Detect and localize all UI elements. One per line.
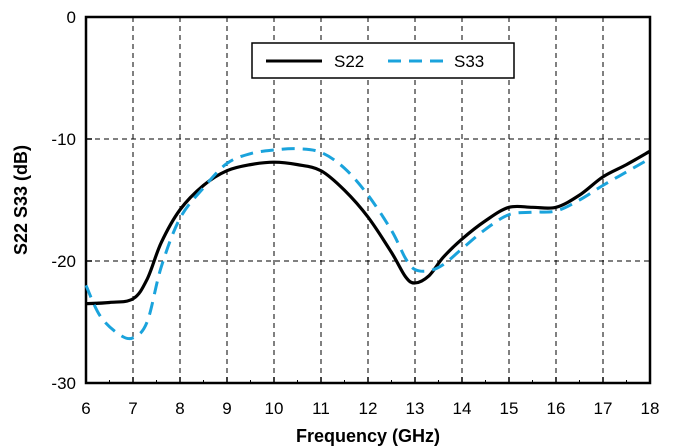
x-tick-label: 14 bbox=[453, 399, 472, 418]
x-tick-label: 10 bbox=[265, 399, 284, 418]
x-tick-label: 18 bbox=[641, 399, 660, 418]
x-tick-label: 9 bbox=[222, 399, 231, 418]
y-axis-title: S22 S33 (dB) bbox=[11, 145, 31, 255]
series-line-s22 bbox=[85, 149, 651, 306]
y-tick-label: -20 bbox=[51, 252, 76, 271]
y-tick-label: -10 bbox=[51, 130, 76, 149]
legend-label-s22: S22 bbox=[334, 52, 364, 71]
legend-label-s33: S33 bbox=[454, 52, 484, 71]
axis-ticks bbox=[85, 16, 651, 384]
legend: S22 S33 bbox=[251, 42, 515, 79]
x-tick-label: 6 bbox=[81, 399, 90, 418]
x-tick-label: 16 bbox=[547, 399, 566, 418]
grid-lines bbox=[86, 17, 650, 383]
x-tick-labels: 6 7 8 9 10 11 12 13 14 15 16 17 18 bbox=[81, 399, 659, 418]
x-tick-label: 15 bbox=[500, 399, 519, 418]
x-tick-label: 12 bbox=[359, 399, 378, 418]
x-tick-label: 7 bbox=[128, 399, 137, 418]
y-tick-label: 0 bbox=[67, 8, 76, 27]
x-axis-title: Frequency (GHz) bbox=[296, 426, 440, 446]
x-tick-label: 11 bbox=[312, 399, 330, 418]
y-tick-label: -30 bbox=[51, 374, 76, 393]
y-tick-labels: 0 -10 -20 -30 bbox=[51, 8, 76, 393]
x-tick-label: 8 bbox=[175, 399, 184, 418]
x-tick-label: 13 bbox=[406, 399, 425, 418]
series-line-s33 bbox=[84, 147, 651, 341]
x-tick-label: 17 bbox=[594, 399, 613, 418]
series-lines bbox=[84, 147, 651, 341]
